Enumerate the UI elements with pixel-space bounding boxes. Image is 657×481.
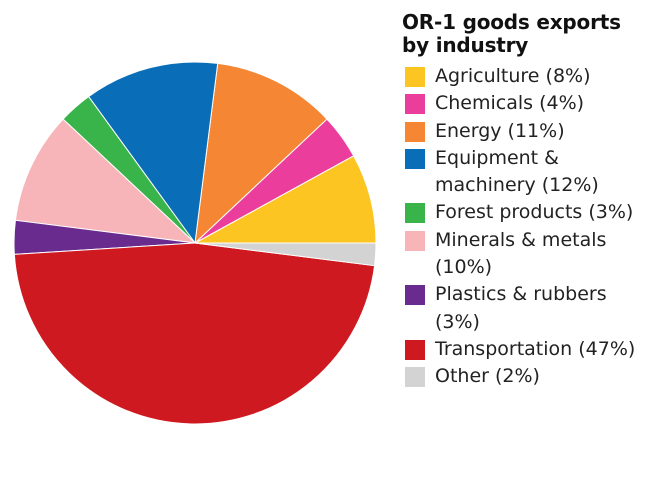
- legend-label: Equipment & machinery (12%): [435, 146, 599, 197]
- legend-item-1: Chemicals (4%): [405, 90, 655, 117]
- legend-item-8: Other (2%): [405, 363, 655, 390]
- pie-slice-7: [13, 242, 376, 425]
- legend-item-3: Equipment & machinery (12%): [405, 145, 655, 200]
- pie-slice-8: [194, 242, 377, 267]
- legend-label: Transportation (47%): [435, 337, 636, 360]
- legend-item-4: Forest products (3%): [405, 199, 655, 226]
- legend-item-2: Energy (11%): [405, 118, 655, 145]
- legend-swatch: [405, 148, 425, 169]
- legend-label: Agriculture (8%): [435, 65, 591, 87]
- legend-swatch: [405, 203, 425, 224]
- legend-item-7: Transportation (47%): [405, 336, 655, 363]
- legend-swatch: [405, 67, 425, 87]
- pie-slice-5: [14, 118, 196, 244]
- pie-slice-0: [194, 155, 377, 244]
- legend-label: Other (2%): [435, 365, 540, 388]
- pie-slice-3: [88, 61, 219, 244]
- pie-chart: [13, 61, 377, 425]
- legend-label: Energy (11%): [435, 119, 565, 142]
- legend-swatch: [405, 230, 425, 251]
- legend-swatch: [405, 94, 425, 115]
- legend-item-0: Agriculture (8%): [405, 63, 655, 90]
- legend: Agriculture (8%) Chemicals (4%) Energy (11…: [405, 63, 655, 391]
- legend-item-6: Plastics & rubbers (3%): [405, 281, 655, 336]
- chart-title: OR-1 goods exports by industry: [402, 10, 621, 57]
- legend-swatch: [405, 121, 425, 142]
- legend-swatch: [405, 285, 425, 306]
- legend-swatch: [405, 367, 425, 388]
- legend-label: Minerals & metals (10%): [435, 228, 607, 279]
- legend-label: Forest products (3%): [435, 201, 634, 224]
- legend-label: Plastics & rubbers (3%): [435, 283, 607, 333]
- legend-item-5: Minerals & metals (10%): [405, 227, 655, 282]
- legend-label: Chemicals (4%): [435, 92, 585, 115]
- legend-swatch: [405, 339, 425, 360]
- pie-slice-2: [194, 62, 328, 244]
